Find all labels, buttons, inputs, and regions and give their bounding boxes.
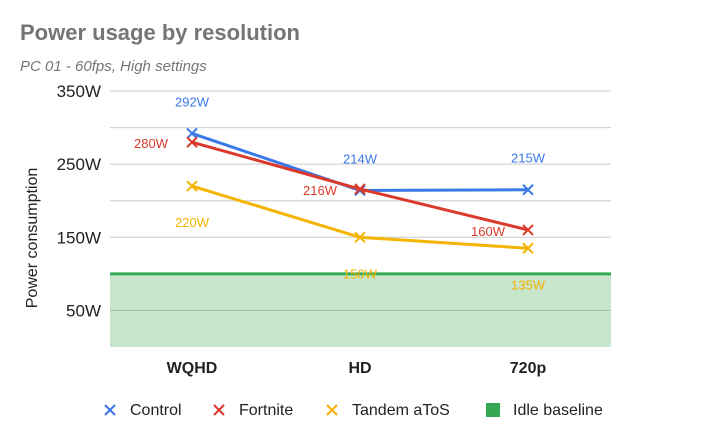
- data-label: 135W: [511, 277, 546, 292]
- legend[interactable]: Control Fortnite Tandem aToS Idle baseline: [104, 402, 603, 419]
- legend-item[interactable]: Control: [104, 402, 182, 419]
- data-label: 215W: [511, 151, 546, 166]
- data-point-marker: [522, 242, 534, 254]
- data-label: 216W: [303, 183, 338, 198]
- chart-subtitle: PC 01 - 60fps, High settings: [20, 58, 207, 75]
- data-labels: 292W 214W 215W 280W 216W 160W 220W 150W 135W: [134, 94, 546, 292]
- legend-item[interactable]: Idle baseline: [486, 402, 603, 419]
- y-tick-label: 50W: [66, 301, 101, 320]
- y-tick-label: 250W: [57, 155, 101, 174]
- legend-square-icon: [486, 403, 500, 417]
- x-tick-label: HD: [348, 360, 371, 377]
- y-tick-label: 150W: [57, 228, 101, 247]
- data-label: 220W: [175, 215, 210, 230]
- data-point-marker: [186, 180, 198, 192]
- data-label: 280W: [134, 136, 169, 151]
- data-label: 292W: [175, 94, 210, 109]
- data-point-marker: [354, 231, 366, 243]
- y-axis-label: Power consumption: [24, 168, 41, 309]
- data-label: 214W: [343, 151, 378, 166]
- legend-label: Tandem aToS: [352, 402, 450, 419]
- legend-label: Control: [130, 402, 182, 419]
- chart-title: Power usage by resolution: [20, 20, 300, 45]
- data-point-marker: [522, 224, 534, 236]
- legend-marker-icon: [213, 404, 225, 416]
- series-lines: [186, 127, 534, 254]
- x-axis-ticks: WQHD HD 720p: [167, 360, 547, 377]
- data-point-marker: [354, 183, 366, 195]
- x-tick-label: 720p: [510, 360, 547, 377]
- data-label: 150W: [343, 266, 378, 281]
- legend-label: Fortnite: [239, 402, 293, 419]
- data-point-marker: [186, 127, 198, 140]
- legend-marker-icon: [326, 404, 338, 416]
- legend-item[interactable]: Tandem aToS: [326, 402, 450, 419]
- data-point-marker: [186, 136, 198, 148]
- x-tick-label: WQHD: [167, 360, 218, 377]
- legend-label: Idle baseline: [513, 402, 603, 419]
- y-axis-ticks: 50W 150W 250W 350W: [57, 82, 101, 320]
- y-tick-label: 350W: [57, 82, 101, 101]
- legend-marker-icon: [104, 404, 116, 416]
- data-point-marker: [522, 184, 534, 196]
- idle-baseline-area: [110, 272, 611, 347]
- data-label: 160W: [471, 224, 506, 239]
- legend-item[interactable]: Fortnite: [213, 402, 293, 419]
